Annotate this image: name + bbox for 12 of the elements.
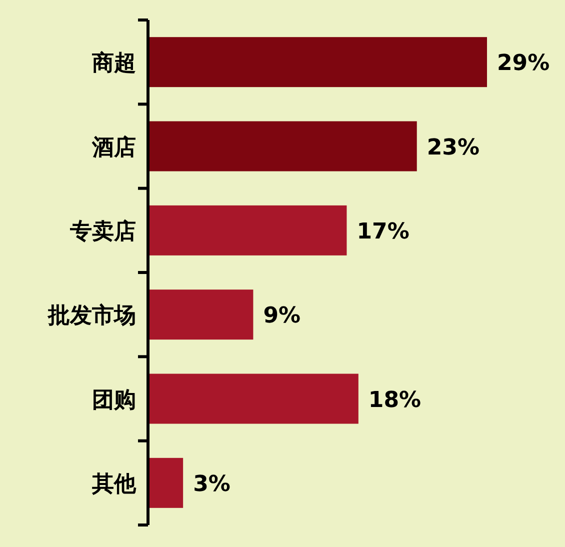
data-label: 3% [193,472,230,497]
y-tick-label: 商超 [91,50,136,76]
data-label: 18% [368,388,422,413]
data-label: 9% [263,304,301,329]
y-tick-label: 专卖店 [69,218,136,244]
y-tick-label: 酒店 [91,134,136,160]
y-tick-label: 批发市场 [47,302,136,329]
data-label: 29% [497,51,550,76]
data-label: 17% [356,219,410,244]
y-tick-label: 团购 [92,388,136,413]
y-tick-label: 其他 [91,472,137,497]
data-label: 23% [426,135,480,160]
